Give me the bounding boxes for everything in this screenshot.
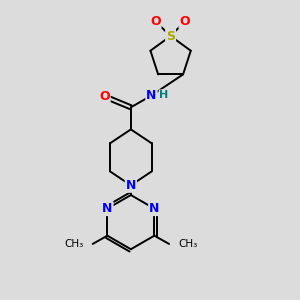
Text: CH₃: CH₃ bbox=[178, 239, 198, 249]
Text: S: S bbox=[166, 29, 175, 43]
Text: O: O bbox=[99, 91, 110, 103]
Text: N: N bbox=[102, 202, 112, 215]
Text: N: N bbox=[126, 179, 136, 192]
Text: N: N bbox=[149, 202, 160, 215]
Text: CH₃: CH₃ bbox=[64, 239, 83, 249]
Text: H: H bbox=[159, 90, 169, 100]
Text: O: O bbox=[179, 15, 190, 28]
Text: O: O bbox=[150, 15, 160, 28]
Text: N: N bbox=[146, 89, 157, 102]
